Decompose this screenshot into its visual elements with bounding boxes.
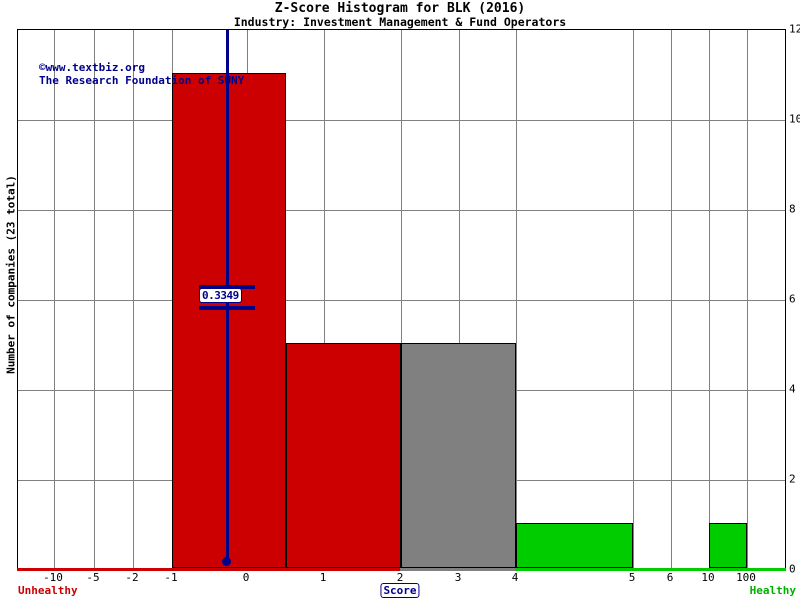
vgrid-3 bbox=[459, 30, 460, 568]
hgrid-8 bbox=[18, 210, 785, 211]
vgrid-6 bbox=[671, 30, 672, 568]
vgrid-2 bbox=[401, 30, 402, 568]
bar-unhealthy bbox=[172, 73, 286, 568]
ytick-label-2: 2 bbox=[789, 472, 796, 486]
hgrid-10 bbox=[18, 120, 785, 121]
bar-healthy bbox=[709, 523, 747, 568]
y-axis-label: Number of companies (23 total) bbox=[4, 175, 18, 374]
xtick-label-2: 2 bbox=[396, 571, 404, 584]
xtick-label--5: -5 bbox=[86, 571, 100, 584]
vgrid--5 bbox=[94, 30, 95, 568]
ytick-label-10: 10 bbox=[789, 112, 800, 126]
vgrid-5 bbox=[633, 30, 634, 568]
axis-strip-unhealthy bbox=[17, 568, 400, 571]
bar-unhealthy bbox=[286, 343, 401, 568]
marker-whisker-top bbox=[199, 284, 255, 289]
ytick-label-8: 8 bbox=[789, 202, 796, 216]
x-axis-label: Score bbox=[380, 583, 420, 598]
xtick-label-5: 5 bbox=[628, 571, 636, 584]
xtick-label-3: 3 bbox=[454, 571, 462, 584]
xtick-label-4: 4 bbox=[511, 571, 519, 584]
ytick-label-0: 0 bbox=[789, 562, 796, 576]
vgrid-4 bbox=[516, 30, 517, 568]
bar-neutral bbox=[401, 343, 516, 568]
vgrid-1 bbox=[324, 30, 325, 568]
xtick-label--1: -1 bbox=[164, 571, 178, 584]
unhealthy-caption: Unhealthy bbox=[18, 584, 78, 597]
ytick-label-12: 12 bbox=[789, 22, 800, 36]
xtick-label-10: 10 bbox=[701, 571, 715, 584]
vgrid-100 bbox=[747, 30, 748, 568]
ytick-label-4: 4 bbox=[789, 382, 796, 396]
bar-healthy bbox=[516, 523, 633, 568]
chart-subtitle: Industry: Investment Management & Fund O… bbox=[233, 15, 567, 29]
xtick-label-100: 100 bbox=[736, 571, 756, 584]
hgrid-6 bbox=[18, 300, 785, 301]
vgrid--2 bbox=[133, 30, 134, 568]
xtick-label-1: 1 bbox=[319, 571, 327, 584]
xtick-label-6: 6 bbox=[666, 571, 674, 584]
page-title: Z-Score Histogram for BLK (2016) bbox=[274, 1, 526, 16]
vgrid--10 bbox=[54, 30, 55, 568]
marker-value-label: 0.3349 bbox=[199, 287, 242, 303]
axis-strip-neutral bbox=[400, 568, 515, 571]
xtick-label-0: 0 bbox=[242, 571, 250, 584]
vgrid-10 bbox=[709, 30, 710, 568]
ytick-label-6: 6 bbox=[789, 292, 796, 306]
credit-line-1: ©www.textbiz.org bbox=[39, 61, 145, 74]
xtick-label--10: -10 bbox=[43, 571, 63, 584]
credit-line-2: The Research Foundation of SUNY bbox=[39, 74, 245, 87]
xtick-label--2: -2 bbox=[125, 571, 139, 584]
healthy-caption: Healthy bbox=[749, 584, 796, 597]
axis-strip-healthy bbox=[515, 568, 786, 571]
plot-area: 0.3349 ©www.textbiz.org The Research Fou… bbox=[17, 29, 786, 569]
marker-whisker-bottom bbox=[199, 305, 255, 310]
marker-dot bbox=[222, 557, 231, 566]
credit-watermark: ©www.textbiz.org The Research Foundation… bbox=[39, 61, 244, 87]
